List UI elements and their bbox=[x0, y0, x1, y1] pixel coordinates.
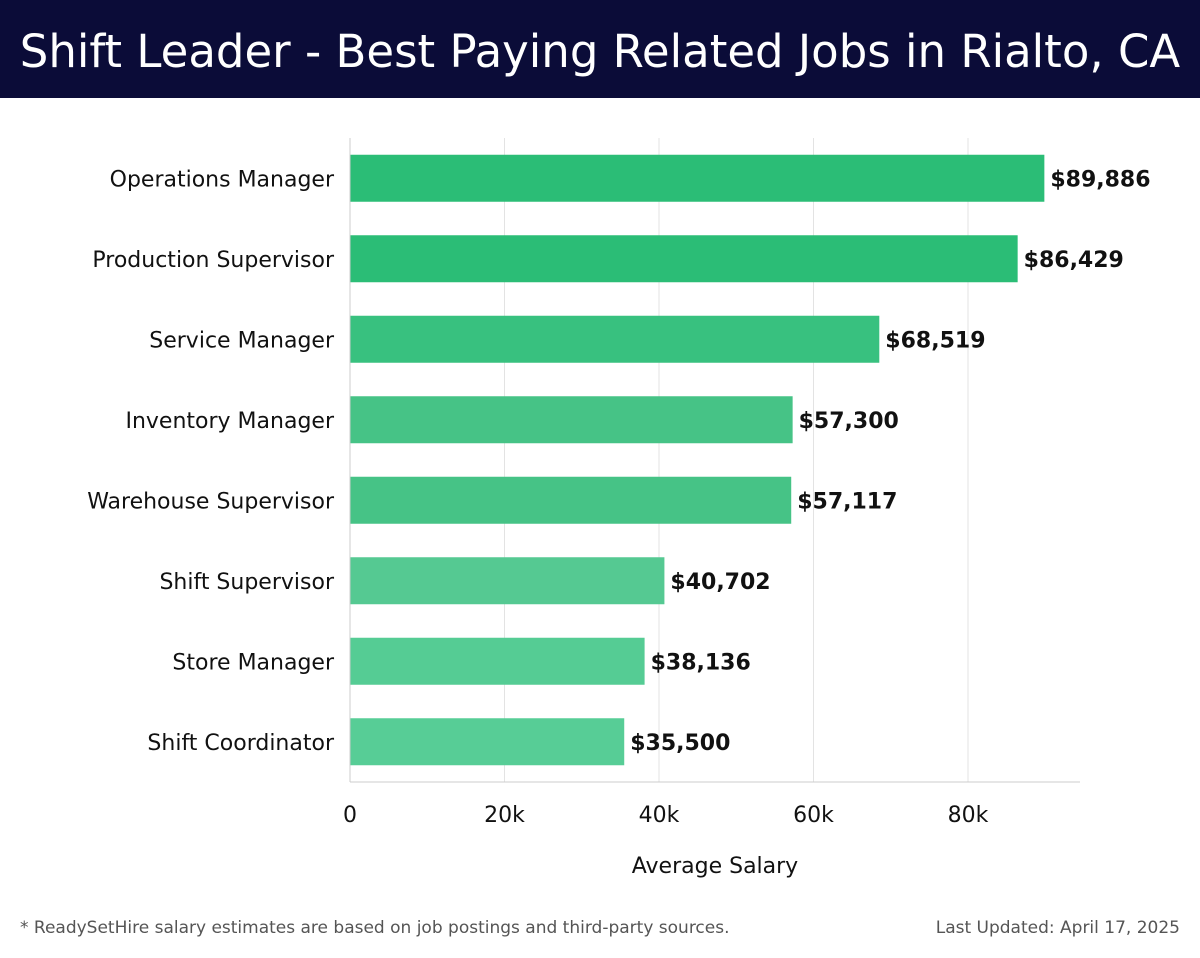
category-label: Production Supervisor bbox=[92, 248, 335, 273]
bar-value-label: $57,300 bbox=[799, 409, 899, 434]
x-tick-label: 40k bbox=[639, 803, 680, 828]
bar-value-label: $86,429 bbox=[1024, 248, 1124, 273]
bar bbox=[350, 154, 1045, 202]
category-label: Warehouse Supervisor bbox=[87, 489, 335, 514]
bar-value-label: $38,136 bbox=[651, 650, 751, 675]
footer-note: * ReadySetHire salary estimates are base… bbox=[20, 918, 730, 938]
bar bbox=[350, 476, 792, 524]
bar-value-label: $89,886 bbox=[1050, 167, 1150, 192]
category-label: Operations Manager bbox=[110, 167, 335, 192]
bar bbox=[350, 557, 665, 605]
x-tick-label: 60k bbox=[793, 803, 834, 828]
x-axis-title: Average Salary bbox=[632, 854, 798, 879]
bar-chart: $89,886 Operations Manager $86,429 Producti… bbox=[87, 138, 1151, 879]
bar bbox=[350, 315, 880, 363]
bar bbox=[350, 235, 1018, 283]
bar-value-label: $57,117 bbox=[797, 489, 897, 514]
x-tick-label: 20k bbox=[484, 803, 525, 828]
bar-value-label: $35,500 bbox=[630, 731, 730, 756]
bar-value-label: $40,702 bbox=[670, 570, 770, 595]
category-label: Store Manager bbox=[172, 650, 335, 675]
x-tick-label: 0 bbox=[343, 803, 357, 828]
category-label: Shift Coordinator bbox=[147, 731, 335, 756]
bar bbox=[350, 637, 645, 685]
category-label: Shift Supervisor bbox=[159, 570, 335, 595]
chart-title: Shift Leader - Best Paying Related Jobs … bbox=[19, 25, 1181, 78]
category-label: Service Manager bbox=[149, 328, 335, 353]
bar bbox=[350, 396, 793, 444]
bar bbox=[350, 718, 625, 766]
category-label: Inventory Manager bbox=[125, 409, 334, 434]
last-updated: Last Updated: April 17, 2025 bbox=[935, 918, 1180, 938]
bar-value-label: $68,519 bbox=[885, 328, 985, 353]
x-tick-label: 80k bbox=[948, 803, 989, 828]
header-bar: Shift Leader - Best Paying Related Jobs … bbox=[0, 0, 1200, 98]
